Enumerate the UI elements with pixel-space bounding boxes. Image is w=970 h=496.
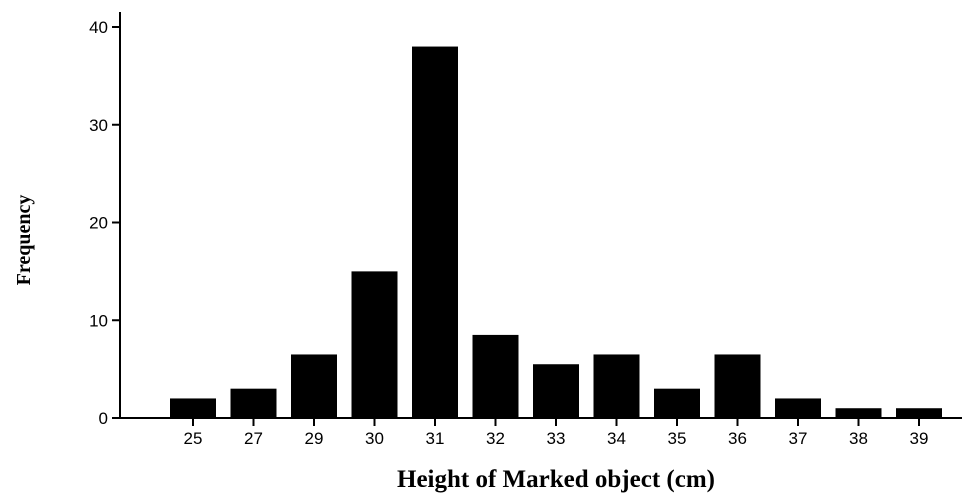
bar-37 [775,398,821,418]
x-tick-label-31: 31 [426,429,445,448]
x-tick-label-27: 27 [244,429,263,448]
bar-33 [533,364,579,418]
y-axis-title: Frequency [13,195,35,286]
x-tick-label-29: 29 [305,429,324,448]
bar-32 [473,335,519,418]
bar-31 [412,47,458,418]
x-tick-label-39: 39 [910,429,929,448]
x-tick-label-38: 38 [849,429,868,448]
bar-30 [352,271,398,418]
x-axis-title: Height of Marked object (cm) [397,466,715,493]
bar-25 [170,398,216,418]
bar-36 [715,354,761,418]
x-tick-label-37: 37 [789,429,808,448]
bar-29 [291,354,337,418]
y-tick-label-40: 40 [89,18,108,37]
x-tick-label-36: 36 [728,429,747,448]
y-tick-label-0: 0 [99,409,108,428]
x-tick-label-34: 34 [607,429,626,448]
y-tick-label-10: 10 [89,311,108,330]
x-ticks-group: 25 27 29 30 31 32 33 34 35 36 37 38 39 [184,418,929,448]
y-tick-label-30: 30 [89,116,108,135]
bar-38 [836,408,882,418]
y-tick-label-20: 20 [89,214,108,233]
bar-39 [896,408,942,418]
bar-27 [231,389,277,418]
bars-group [170,47,942,418]
bar-34 [594,354,640,418]
x-tick-label-35: 35 [668,429,687,448]
x-tick-label-33: 33 [547,429,566,448]
x-tick-label-30: 30 [365,429,384,448]
y-ticks-group: 0 10 20 30 40 [89,18,120,428]
x-tick-label-32: 32 [486,429,505,448]
x-tick-label-25: 25 [184,429,203,448]
bar-35 [654,389,700,418]
